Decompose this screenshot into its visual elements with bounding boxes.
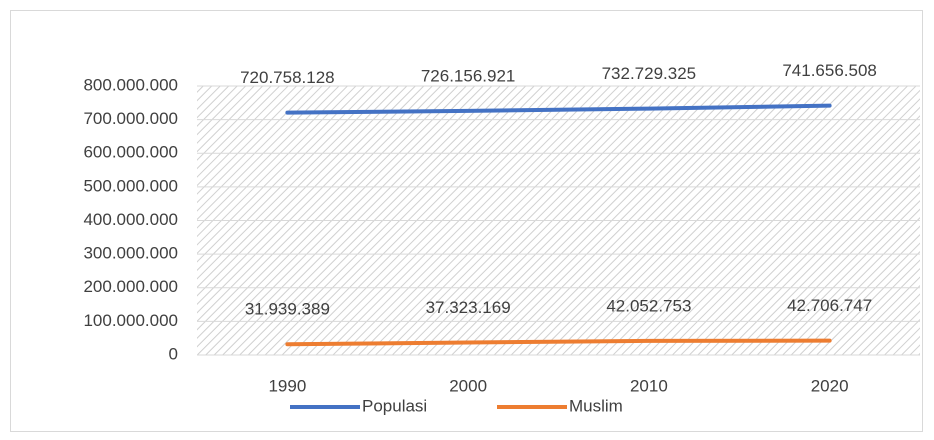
series-line xyxy=(285,103,832,115)
data-label: 31.939.389 xyxy=(245,300,330,319)
y-tick-label: 800.000.000 xyxy=(83,75,178,94)
y-tick-label: 400.000.000 xyxy=(83,210,178,229)
legend-label: Muslim xyxy=(569,396,623,415)
data-label: 37.323.169 xyxy=(426,298,511,317)
data-label: 726.156.921 xyxy=(421,66,516,85)
legend-label: Populasi xyxy=(362,396,427,415)
y-tick-label: 100.000.000 xyxy=(83,311,178,330)
y-tick-label: 500.000.000 xyxy=(83,176,178,195)
x-tick-label: 2000 xyxy=(449,376,487,395)
data-label: 720.758.128 xyxy=(240,68,335,87)
x-tick-label: 2020 xyxy=(811,376,849,395)
y-tick-label: 0 xyxy=(169,344,178,363)
y-tick-label: 200.000.000 xyxy=(83,277,178,296)
y-tick-label: 600.000.000 xyxy=(83,143,178,162)
y-tick-label: 700.000.000 xyxy=(83,109,178,128)
data-label: 42.706.747 xyxy=(787,296,872,315)
series-line xyxy=(285,338,832,347)
x-tick-label: 1990 xyxy=(268,376,306,395)
y-tick-label: 300.000.000 xyxy=(83,244,178,263)
data-label: 42.052.753 xyxy=(606,296,691,315)
data-label: 741.656.508 xyxy=(782,61,877,80)
x-tick-label: 2010 xyxy=(630,376,668,395)
data-label: 732.729.325 xyxy=(602,64,697,83)
